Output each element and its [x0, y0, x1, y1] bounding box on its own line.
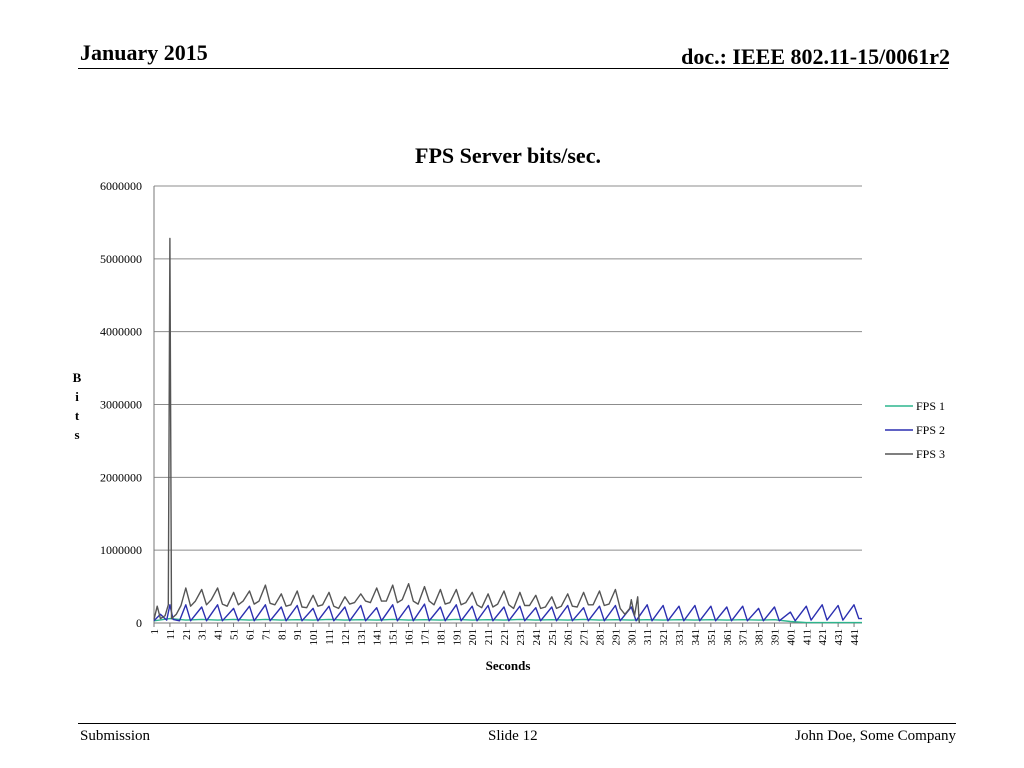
x-tick-label: 21: [181, 629, 193, 640]
header-date: January 2015: [80, 40, 208, 65]
x-tick-label: 291: [610, 629, 622, 646]
chart-title: FPS Server bits/sec.: [415, 143, 601, 168]
x-tick-label: 241: [531, 629, 543, 646]
header-doc-id: doc.: IEEE 802.11-15/0061r2: [681, 44, 950, 69]
y-tick-label: 4000000: [100, 325, 142, 339]
footer-submission: Submission: [80, 728, 151, 744]
x-tick-label: 441: [849, 629, 861, 646]
series-group: [153, 237, 862, 624]
x-axis-label: Seconds: [486, 658, 531, 673]
x-tick-label: 331: [674, 629, 686, 646]
x-tick-label: 341: [690, 629, 702, 646]
x-tick-label: 321: [658, 629, 670, 646]
x-tick-label: 261: [563, 629, 575, 646]
x-tick-label: 431: [833, 629, 845, 646]
x-tick-label: 1: [149, 629, 161, 635]
legend-label: FPS 3: [916, 447, 945, 461]
y-tick-label: 3000000: [100, 398, 142, 412]
series-line-fps-2: [153, 603, 862, 622]
y-tick-label: 2000000: [100, 470, 142, 484]
x-tick-label: 141: [372, 629, 384, 646]
x-tick-label: 161: [404, 629, 416, 646]
x-tick-label: 391: [769, 629, 781, 646]
x-tick-label: 131: [356, 629, 368, 646]
x-tick-label: 181: [435, 629, 447, 646]
x-tick-label: 71: [260, 629, 272, 640]
x-tick-label: 301: [626, 629, 638, 646]
series-line-fps-3: [153, 237, 640, 624]
x-tick-label: 201: [467, 629, 479, 646]
grid-lines: [153, 185, 862, 624]
legend-label: FPS 1: [916, 399, 945, 413]
x-tick-label: 421: [817, 629, 829, 646]
x-tick-label: 211: [483, 629, 495, 645]
x-tick-label: 401: [785, 629, 797, 646]
x-tick-label: 381: [754, 629, 766, 646]
legend: FPS 1 FPS 2 FPS 3: [885, 399, 945, 461]
x-tick-label: 101: [308, 629, 320, 646]
x-tick-label: 61: [244, 629, 256, 640]
x-tick-label: 111: [324, 629, 336, 645]
x-tick-label: 121: [340, 629, 352, 646]
y-tick-label: 6000000: [100, 179, 142, 193]
x-tick-label: 81: [276, 629, 288, 640]
x-tick-label: 51: [229, 629, 241, 640]
x-tick-label: 251: [547, 629, 559, 646]
x-tick-label: 31: [197, 629, 209, 640]
y-tick-label: 5000000: [100, 252, 142, 266]
x-tick-label: 221: [499, 629, 511, 646]
footer-divider: [78, 723, 956, 724]
x-tick-label: 191: [451, 629, 463, 646]
y-tick-label: 1000000: [100, 543, 142, 557]
x-tick-label: 361: [722, 629, 734, 646]
x-tick-labels: 1 11 21 31 41 51 61 71 81 91 101 111 121 131 141 151 161…: [149, 623, 861, 646]
x-tick-label: 311: [642, 629, 654, 645]
footer-slide-number: Slide 12: [488, 728, 538, 744]
x-tick-label: 231: [515, 629, 527, 646]
y-axis-label-char: s: [74, 427, 79, 442]
x-tick-label: 91: [292, 629, 304, 640]
series-line-fps-1: [153, 617, 862, 624]
header-divider: [78, 68, 948, 69]
y-axis-label-char: t: [75, 408, 80, 423]
x-tick-label: 411: [801, 629, 813, 645]
x-tick-label: 11: [165, 629, 177, 640]
legend-label: FPS 2: [916, 423, 945, 437]
y-axis-label-char: i: [75, 389, 79, 404]
footer-author: John Doe, Some Company: [795, 728, 956, 744]
x-tick-label: 41: [213, 629, 225, 640]
x-tick-label: 271: [579, 629, 591, 646]
x-tick-label: 171: [419, 629, 431, 646]
y-axis-label-char: B: [73, 370, 82, 385]
x-tick-label: 371: [738, 629, 750, 646]
x-tick-label: 151: [388, 629, 400, 646]
y-tick-label: 0: [136, 616, 142, 630]
x-tick-label: 281: [594, 629, 606, 646]
y-tick-labels: 0 1000000 2000000 3000000 4000000 5000000 6000…: [100, 179, 142, 630]
x-tick-label: 351: [706, 629, 718, 646]
